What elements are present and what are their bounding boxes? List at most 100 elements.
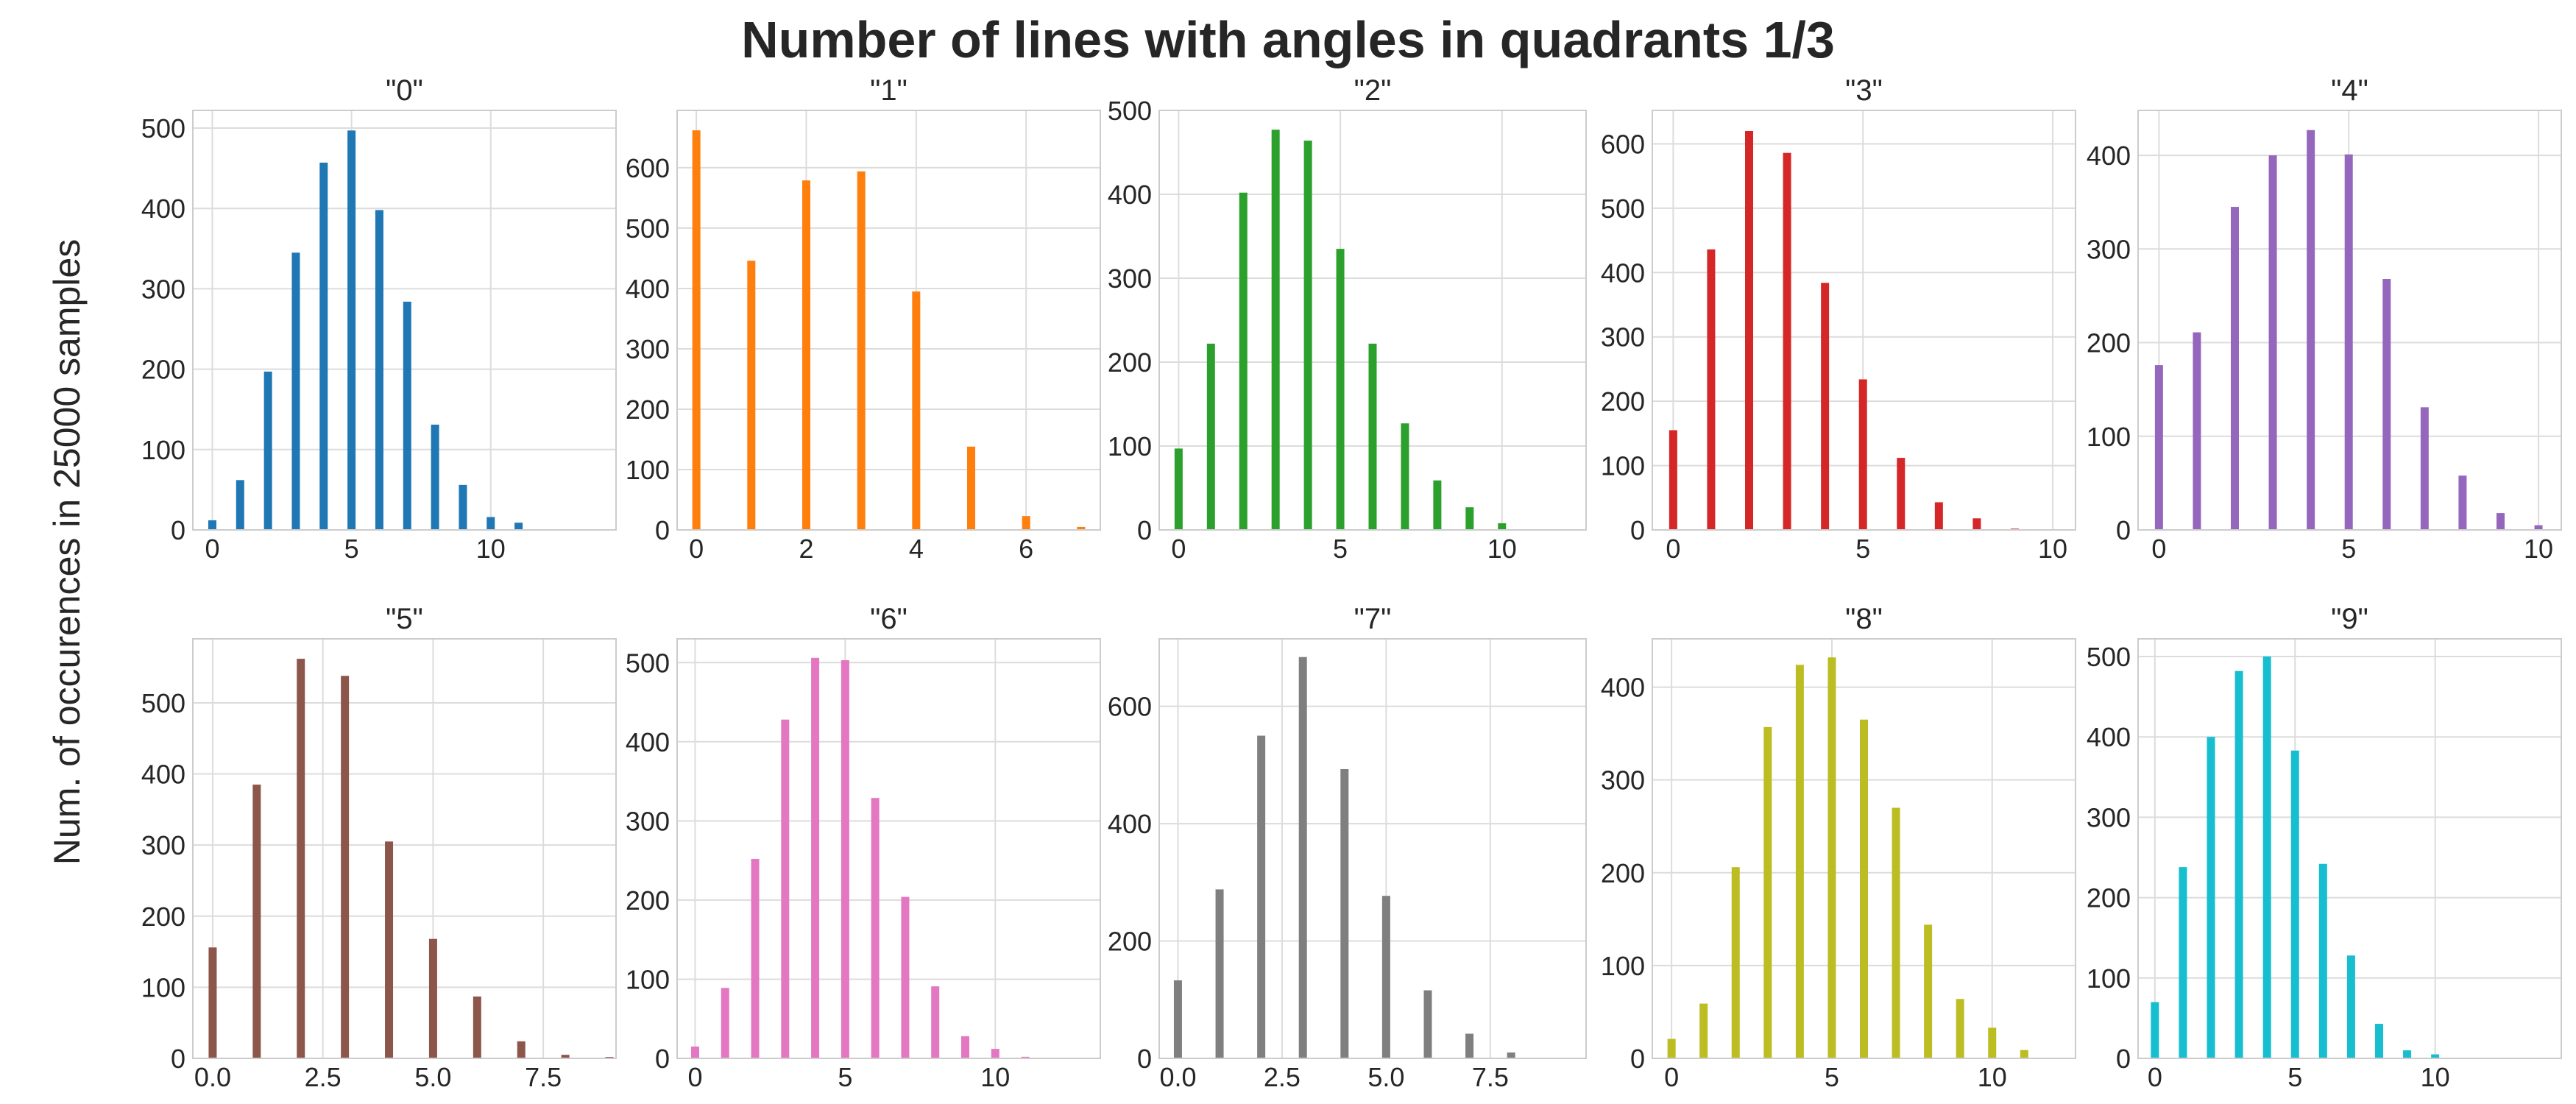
- bar: [802, 180, 810, 530]
- x-tick-label: 0: [2148, 1062, 2162, 1092]
- bar: [1821, 283, 1830, 530]
- subplot-title: "6": [870, 603, 907, 635]
- bar: [1763, 726, 1772, 1058]
- y-tick-label: 300: [141, 274, 185, 304]
- x-tick-label: 5: [838, 1062, 852, 1092]
- subplot-3: "3" 0 100 200 300 400 500 600 0 5 10: [1601, 74, 2076, 564]
- y-tick-label: 0: [171, 515, 185, 545]
- bar: [1340, 768, 1349, 1058]
- bar: [1956, 999, 1964, 1058]
- bar: [721, 988, 729, 1058]
- y-tick-label: 400: [141, 194, 185, 224]
- y-tick-label: 0: [655, 1044, 670, 1074]
- bar: [1215, 889, 1224, 1058]
- bar: [1667, 1038, 1676, 1058]
- subplot-7: "7" 0 200 400 600 0.0 2.5 5.0 7.5: [1108, 603, 1587, 1092]
- y-tick-label: 300: [626, 334, 670, 364]
- y-tick-label: 200: [1108, 927, 1152, 957]
- y-tick-label: 200: [1601, 386, 1645, 417]
- y-tick-label: 200: [2087, 328, 2131, 358]
- plot-frame: [192, 110, 617, 531]
- bar: [2496, 513, 2505, 530]
- bar: [1381, 896, 1390, 1058]
- bar: [991, 1049, 999, 1058]
- subplot-title: "2": [1354, 74, 1392, 107]
- bar: [319, 162, 328, 531]
- bar: [2344, 154, 2353, 530]
- plot-frame: [1158, 638, 1587, 1059]
- bar: [690, 1046, 699, 1058]
- x-tick-label: 5: [2287, 1062, 2302, 1092]
- bar: [857, 171, 866, 530]
- x-tick-label: 7.5: [525, 1062, 562, 1092]
- y-tick-label: 300: [1601, 322, 1645, 353]
- bar: [297, 659, 305, 1058]
- y-tick-label: 200: [1601, 858, 1645, 888]
- y-tick-label: 600: [1601, 129, 1645, 159]
- bar: [781, 719, 790, 1058]
- bar: [1934, 502, 1943, 530]
- y-tick-label: 200: [2087, 883, 2131, 913]
- subplot-9: "9" 0 100 200 300 400 500 0 5 10: [2087, 603, 2562, 1092]
- bar: [1465, 507, 1474, 530]
- subplot-5: "5" 0 100 200 300 400 500 0.0 2.5 5.0 7.5: [141, 603, 617, 1092]
- bar: [385, 841, 394, 1058]
- bar: [2268, 155, 2277, 531]
- bar: [2458, 475, 2467, 530]
- x-tick-label: 0.0: [194, 1062, 231, 1092]
- bar: [431, 424, 439, 530]
- bar: [1239, 192, 1248, 530]
- bar: [1077, 526, 1086, 530]
- figure-title: Number of lines with angles in quadrants…: [741, 11, 1835, 68]
- bar: [2431, 1054, 2440, 1058]
- y-tick-label: 200: [141, 902, 185, 932]
- bar: [1465, 1033, 1474, 1058]
- x-tick-label: 10: [2038, 534, 2067, 564]
- bar: [1298, 657, 1307, 1058]
- x-tick-label: 5: [1825, 1062, 1839, 1092]
- bar: [263, 371, 272, 530]
- x-tick-label: 10: [1487, 534, 1517, 564]
- y-tick-label: 100: [2087, 422, 2131, 452]
- y-tick-label: 0: [1630, 1044, 1645, 1074]
- bar: [341, 676, 350, 1058]
- y-tick-label: 100: [141, 435, 185, 465]
- bar: [473, 996, 481, 1058]
- bar: [1257, 735, 1266, 1058]
- bar: [2151, 1002, 2159, 1058]
- bar: [2534, 525, 2543, 530]
- bar: [208, 947, 217, 1058]
- y-tick-label: 100: [2087, 963, 2131, 994]
- plot-frame: [1158, 110, 1587, 531]
- subplot-title: "9": [2331, 603, 2368, 635]
- y-tick-label: 200: [1108, 347, 1152, 378]
- bar: [1423, 990, 1432, 1058]
- y-tick-label: 0: [2116, 1044, 2131, 1074]
- x-tick-label: 0: [205, 534, 219, 564]
- bar: [1699, 1003, 1708, 1058]
- x-tick-label: 10: [2421, 1062, 2450, 1092]
- x-tick-label: 0: [1666, 534, 1680, 564]
- x-tick-label: 5: [1333, 534, 1348, 564]
- bar: [2207, 737, 2215, 1058]
- y-tick-label: 0: [655, 515, 670, 545]
- subplot-title: "8": [1845, 603, 1883, 635]
- bar: [2179, 867, 2187, 1058]
- bar: [1972, 518, 1981, 530]
- y-tick-label: 0: [1137, 515, 1152, 545]
- bar: [2382, 279, 2391, 530]
- bar: [428, 938, 437, 1058]
- bar: [960, 1036, 969, 1058]
- bar: [1022, 516, 1030, 530]
- bar: [2234, 670, 2243, 1058]
- bar: [1433, 480, 1442, 530]
- x-tick-label: 0: [687, 1062, 702, 1092]
- x-tick-label: 10: [980, 1062, 1010, 1092]
- bar: [2318, 863, 2327, 1058]
- bar: [841, 660, 849, 1058]
- y-tick-label: 300: [2087, 802, 2131, 832]
- bar: [1731, 867, 1740, 1058]
- subplot-8: "8" 0 100 200 300 400 0 5 10: [1601, 603, 2076, 1092]
- y-tick-label: 400: [1601, 673, 1645, 703]
